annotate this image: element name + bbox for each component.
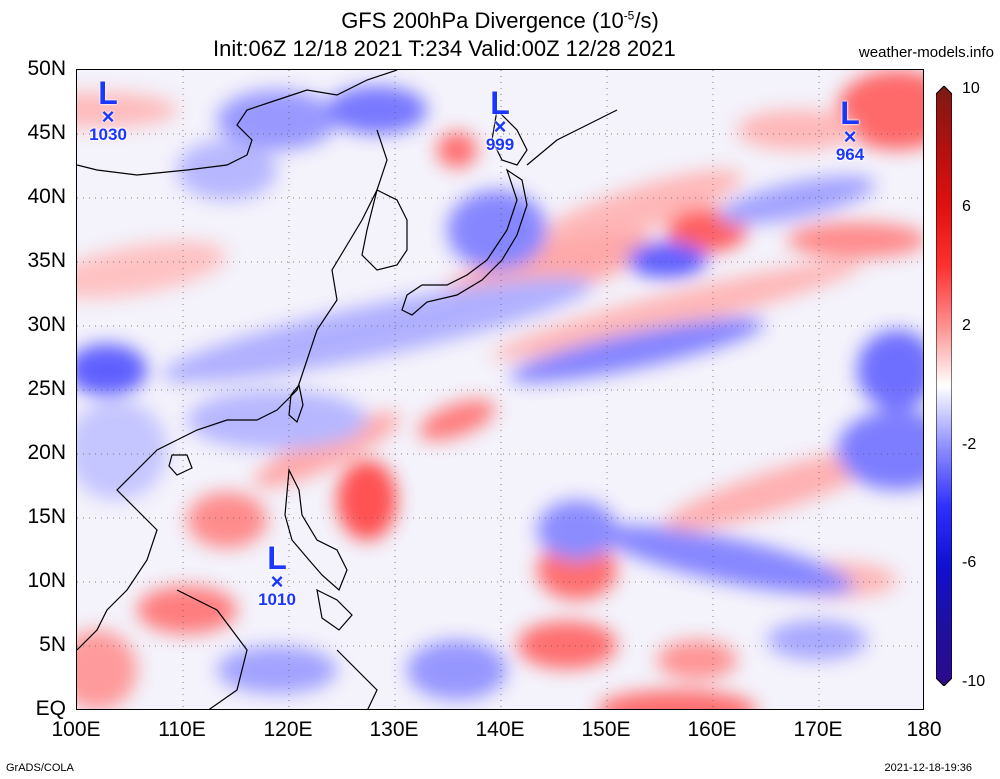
low-pressure-marker: L × 1010 [258,540,296,609]
chart-subtitle: Init:06Z 12/18 2021 T:234 Valid:00Z 12/2… [213,36,676,61]
source-credit: weather-models.info [858,44,994,61]
lat-label: 50N [27,57,66,80]
colorbar-label: -6 [962,554,977,571]
lon-label: 120E [263,718,313,741]
lon-label: 150E [581,718,631,741]
lon-label: 100E [51,718,101,741]
colorbar-label: -2 [962,436,977,453]
lat-label: 10N [27,569,66,592]
colorbar-label: 2 [962,317,971,334]
low-pressure-marker: L × 999 [485,85,515,154]
divergence-map [76,69,924,710]
chart-title: GFS 200hPa Divergence (10-5/s) [341,8,659,33]
lat-label: 25N [27,377,66,400]
lat-label: 30N [27,313,66,336]
lat-label: 20N [27,441,66,464]
lon-label: 180 [906,718,942,741]
coastlines [77,70,618,709]
lon-label: 130E [369,718,419,741]
divergence-field [77,70,923,709]
lon-label: 160E [687,718,737,741]
lon-label: 110E [158,718,206,741]
lat-label: EQ [35,697,66,720]
lat-label: 45N [27,121,66,144]
lat-label: 40N [27,185,66,208]
colorbar [936,86,952,686]
colorbar-label: 6 [962,198,971,215]
footer-timestamp: 2021-12-18-19:36 [884,762,972,774]
colorbar-label: -10 [962,673,986,690]
lat-label: 15N [27,505,66,528]
footer-software: GrADS/COLA [6,762,74,774]
lat-label: 35N [27,249,66,272]
low-pressure-marker: L × 964 [835,95,865,164]
low-pressure-marker: L × 1030 [89,75,127,144]
lat-label: 5N [39,633,66,656]
lon-label: 140E [475,718,525,741]
colorbar-label: 10 [962,80,980,97]
lon-label: 170E [793,718,843,741]
